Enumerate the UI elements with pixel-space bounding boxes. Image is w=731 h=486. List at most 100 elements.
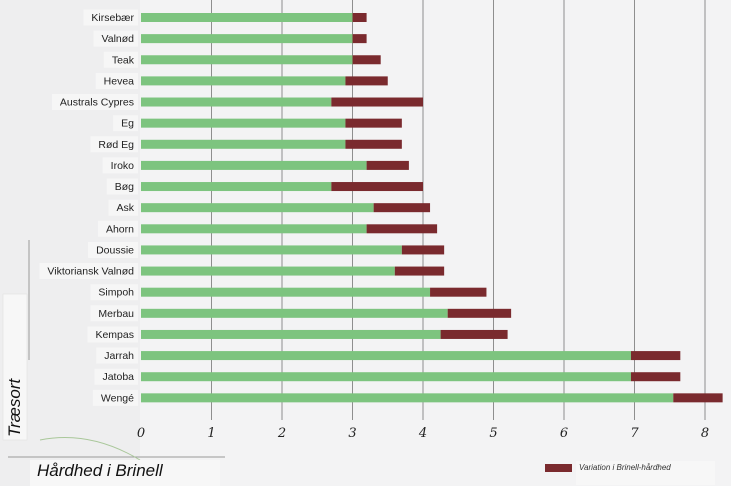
y-title-panel [2,293,28,441]
bar-variation [331,97,423,107]
bar-variation [331,182,423,192]
x-axis-title: Hårdhed i Brinell [37,461,164,480]
bar-variation [373,203,431,213]
axis-decor [2,240,225,486]
category-label: Rød Eg [98,139,134,151]
bar-base [141,393,674,403]
bar-base [141,266,395,276]
category-label-box [97,220,138,237]
category-label-box [92,389,138,406]
category-label: Ask [116,202,134,214]
bar-base [141,34,353,44]
x-tick-label: 2 [277,426,286,441]
bar-base [141,118,346,128]
bar-variation [345,76,388,86]
x-tick-label: 3 [348,426,356,441]
bar-variation [630,372,681,382]
x-tick-label: 7 [630,426,639,441]
category-label: Kirsebær [91,12,134,24]
bar-base [141,287,431,297]
bar-variation [366,224,438,234]
bar-base [141,160,367,170]
category-label: Wengé [101,392,134,404]
category-label: Bøg [115,181,134,193]
category-label-box [90,136,138,153]
bar-base [141,372,631,382]
category-label: Viktoriansk Valnød [47,266,134,278]
category-label: Iroko [111,160,135,172]
category-label: Ahorn [106,223,134,235]
bar-base [141,13,353,22]
bar-variation [673,393,723,403]
x-title-panel [30,460,220,486]
category-label: Doussie [96,244,134,256]
legend: Variation i Brinell-hårdhed [545,461,715,485]
category-label: Valnød [102,33,135,45]
category-label-box [108,199,138,216]
bar-variation [401,245,445,255]
x-tick-label: 8 [701,426,709,441]
bar-base [141,245,402,255]
bar-variation [352,55,381,65]
bar-variation [352,13,367,22]
category-label-box [90,284,138,301]
category-label-box [95,72,138,89]
bar-base [141,351,631,361]
x-tick-label: 6 [560,426,568,441]
bar-variation [345,118,402,128]
bars [141,13,723,403]
category-label-box [90,305,138,322]
x-tick-label: 1 [207,426,215,441]
category-labels: Kirsebær Valnød Teak Hevea Australs Cypres Eg… [47,12,134,404]
category-label: Australs Cypres [60,97,134,109]
legend-label: Variation i Brinell-hårdhed [579,463,671,472]
bar-variation [366,160,409,170]
x-tick-label: 0 [137,426,145,441]
category-label: Teak [112,54,135,66]
bar-variation [630,351,681,361]
category-label: Kempas [95,329,134,341]
category-label-box [96,347,138,364]
category-label-box [83,9,138,26]
category-label: Hevea [104,75,135,87]
category-label-box [39,263,138,280]
category-label-box [87,326,138,343]
legend-background [576,461,715,485]
category-label: Merbau [98,308,134,320]
category-label: Jarrah [104,350,134,362]
category-label: Simpoh [98,287,134,299]
bar-variation [440,329,508,339]
bar-base [141,97,332,107]
category-label-box [93,30,138,47]
bar-base [141,55,353,65]
decorative-curve [39,437,141,461]
bar-variation [394,266,445,276]
bar-base [141,139,346,149]
bar-base [141,182,332,192]
category-label-box [88,241,138,258]
x-tick-label: 5 [489,426,497,441]
category-label-box [103,51,138,68]
x-tick-labels: 0 1 2 3 4 5 6 7 8 [137,426,709,441]
bar-variation [447,308,512,318]
legend-swatch [545,464,572,472]
bar-base [141,76,346,86]
category-label-box [102,157,138,174]
bar-variation [352,34,367,44]
category-label-box [113,115,138,132]
bar-variation [345,139,402,149]
x-tick-label: 4 [418,426,427,441]
bar-base [141,329,441,339]
category-label: Jatoba [102,371,134,383]
bar-variation [430,287,487,297]
category-label-box [106,178,138,195]
bar-base [141,203,374,213]
y-axis-title: Træsort [5,377,24,437]
category-label-box [94,368,138,385]
category-label: Eg [121,118,134,130]
bar-base [141,308,448,318]
category-label-boxes [39,9,138,406]
bar-base [141,224,367,234]
